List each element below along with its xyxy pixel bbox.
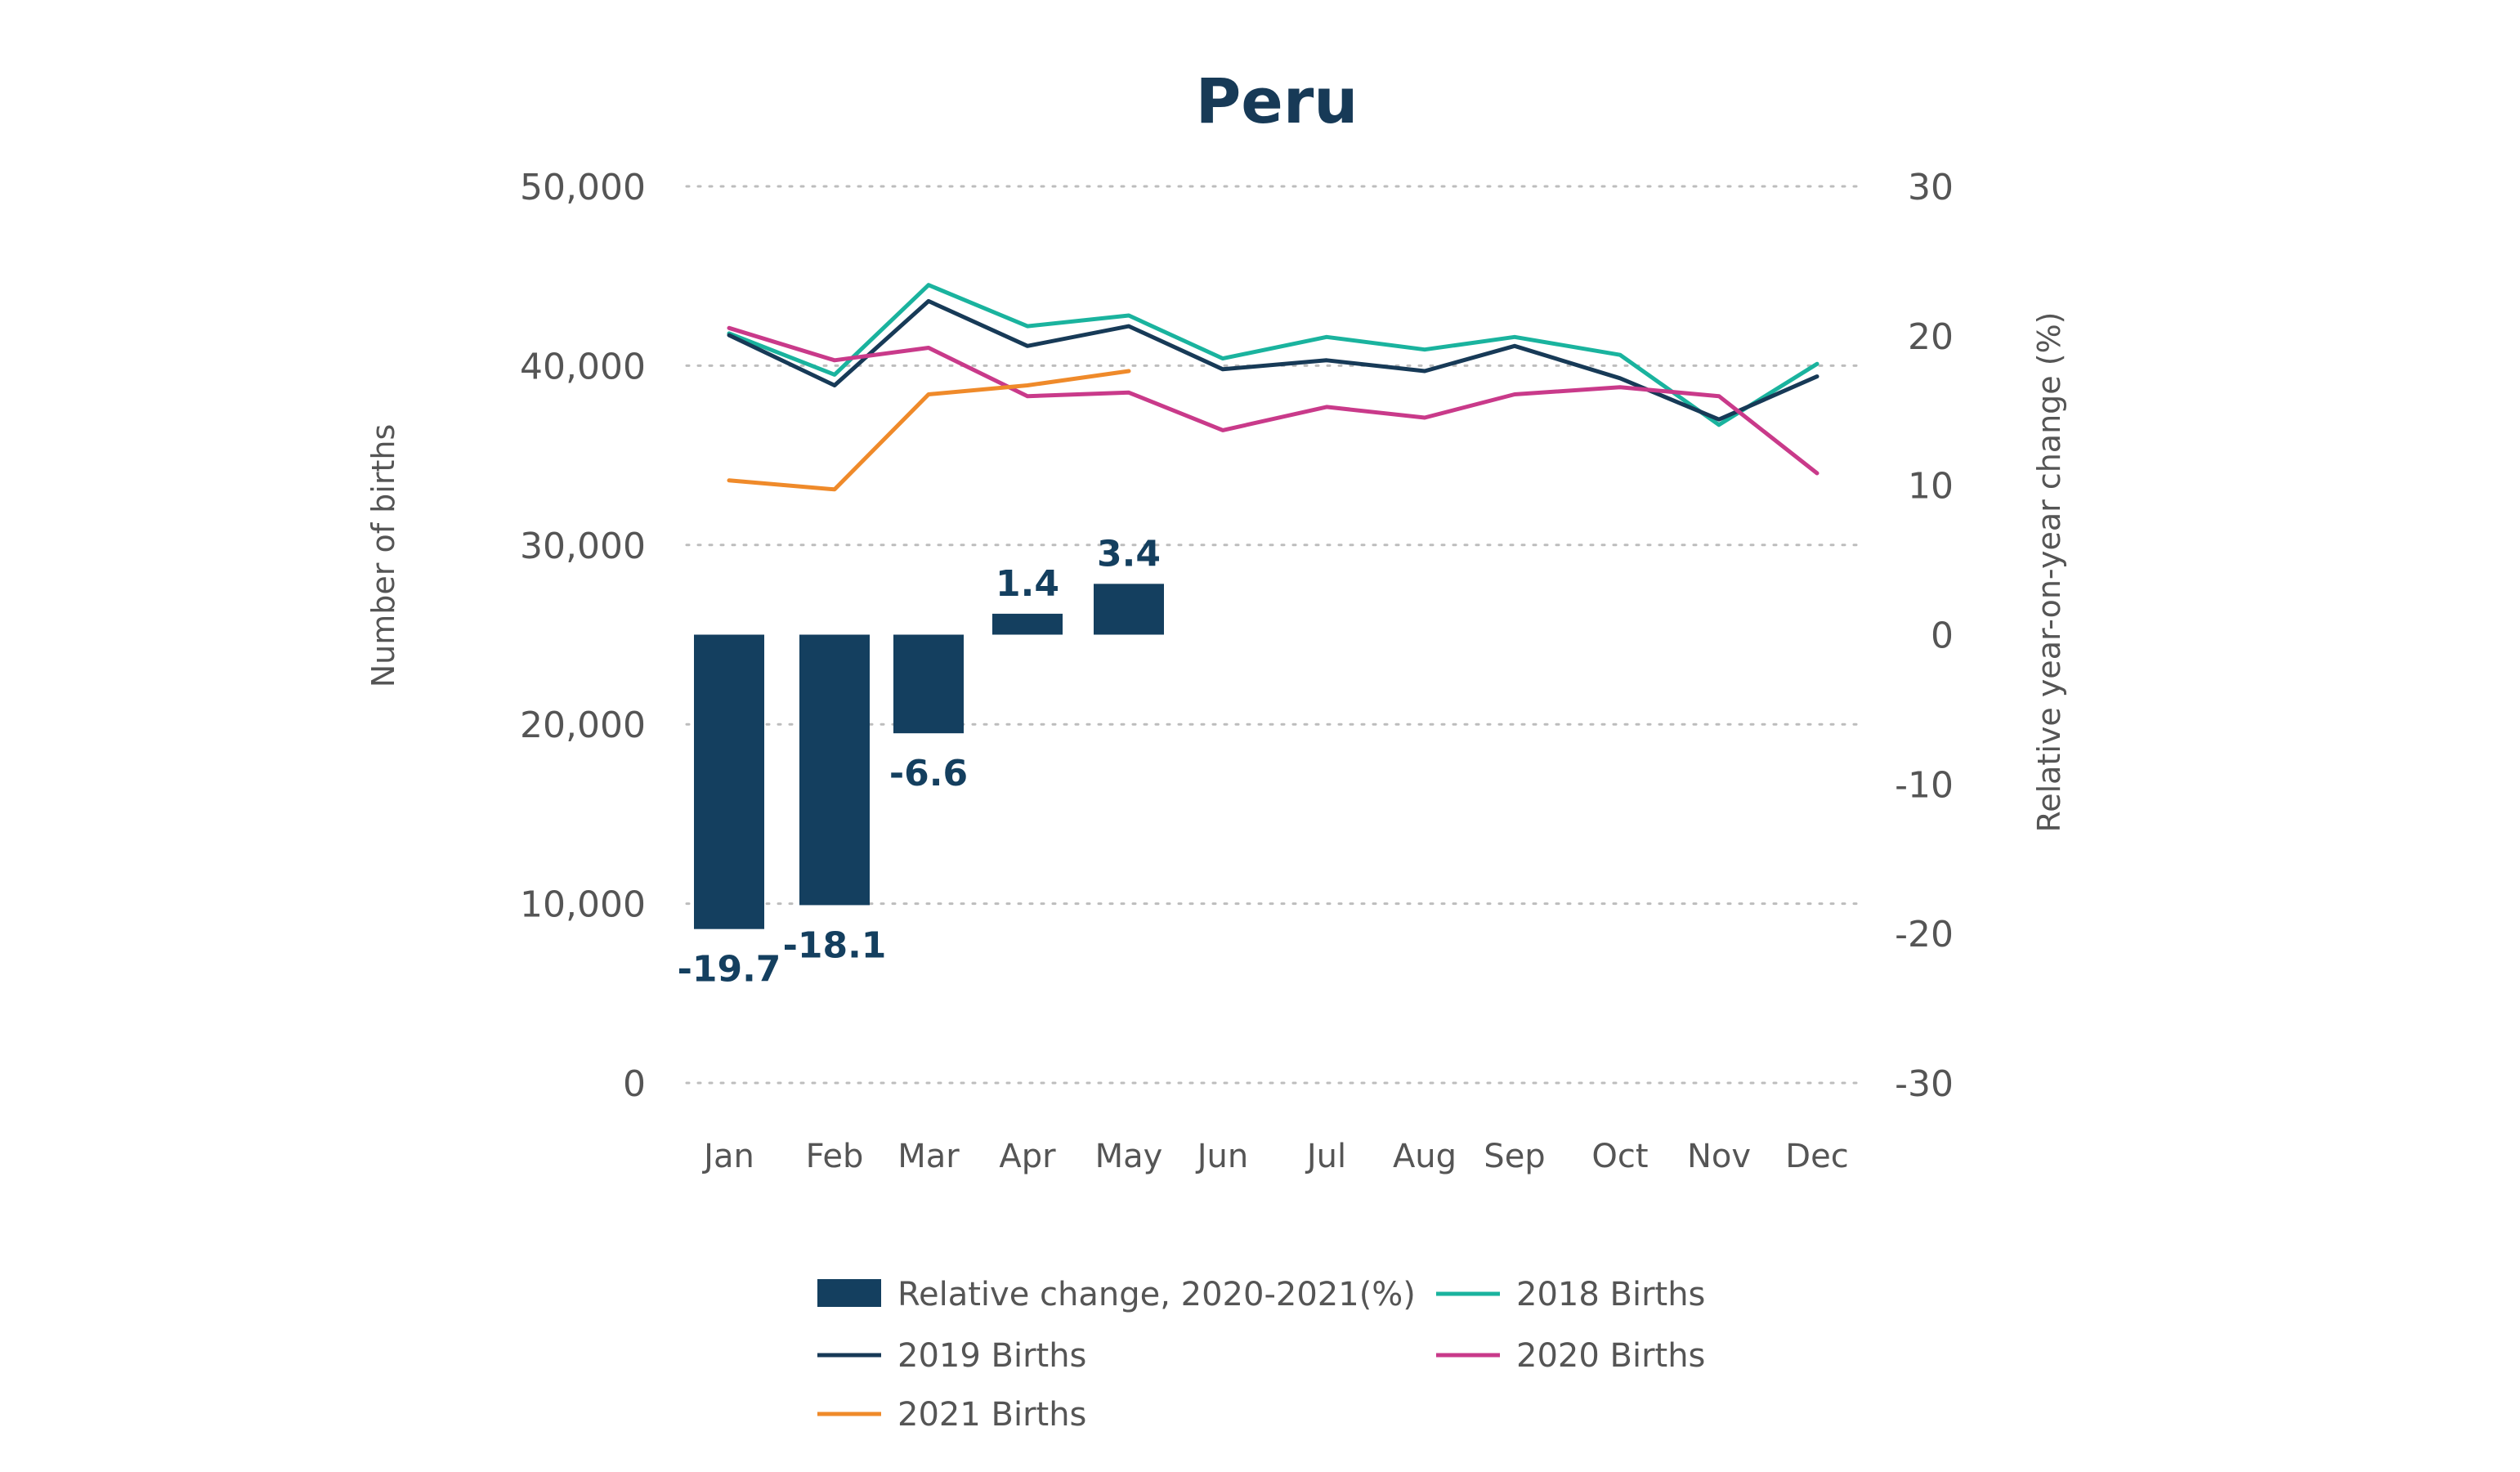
x-tick-sep: Sep [1484,1138,1545,1175]
legend-item-relative-change-2020-2021: Relative change, 2020-2021(%) [817,1276,1416,1313]
legend-item-2018-births: 2018 Births [1436,1276,1705,1313]
bars-layer: -19.7-18.1 -6.6 1.4 3.4 [678,533,1164,991]
right-tick-30: -30 [1895,1063,1954,1105]
x-tick-oct: Oct [1591,1138,1648,1175]
left-axis-label: Number of births [365,424,401,688]
x-tick-aug: Aug [1393,1138,1457,1175]
bar-label-mar: -6.6 [889,753,968,794]
series-line-2020-births [727,325,1820,476]
right-tick-20: 20 [1908,316,1954,358]
right-tick-10: 10 [1908,466,1954,508]
legend-label-2018-births: 2018 Births [1516,1276,1705,1313]
left-tick-40-000: 40,000 [520,346,646,387]
right-axis-ticks: -30 -20 -10 0 10 20 30 [1895,167,1954,1105]
right-tick-30: 30 [1908,167,1954,208]
left-axis-ticks: 0 10,000 20,000 30,000 40,000 50,000 [520,167,646,1105]
series-line-2021-births [727,369,1131,492]
x-tick-jun: Jun [1195,1138,1249,1175]
right-tick-0: 0 [1931,615,1954,657]
legend-item-2019-births: 2019 Births [817,1337,1086,1375]
bar-label-feb: -18.1 [783,924,887,966]
right-axis-label: Relative year-on-year change (%) [2031,311,2067,832]
chart-title: Peru [1196,65,1358,137]
bar-mar [893,634,964,734]
left-tick-20-000: 20,000 [520,705,646,746]
x-tick-may: May [1095,1138,1163,1175]
right-tick-10: -10 [1895,764,1954,806]
x-tick-apr: Apr [999,1138,1056,1175]
legend-item-2020-births: 2020 Births [1436,1337,1705,1375]
legend-label-2021-births: 2021 Births [897,1396,1086,1434]
bar-label-jan: -19.7 [678,949,781,991]
bar-apr [992,613,1063,635]
left-tick-50-000: 50,000 [520,167,646,208]
x-tick-jan: Jan [701,1138,754,1175]
right-tick-20: -20 [1895,914,1954,955]
legend-item-2021-births: 2021 Births [817,1396,1086,1434]
bar-feb [799,634,870,906]
legend: Relative change, 2020-2021(%) 2018 Births… [817,1276,1705,1434]
series-line-2018-births [727,283,1820,427]
left-tick-10-000: 10,000 [520,884,646,926]
x-tick-nov: Nov [1687,1138,1751,1175]
bar-may [1094,584,1164,635]
x-tick-jul: Jul [1305,1138,1346,1175]
legend-label-2020-births: 2020 Births [1516,1337,1705,1375]
series-line-2019-births [727,298,1820,422]
x-axis-ticks: Jan Feb Mar Apr May Jun Jul Aug Sep Oct Nov Dec [701,1138,1849,1175]
lines-layer [727,283,1820,492]
x-tick-mar: Mar [897,1138,960,1175]
x-tick-dec: Dec [1785,1138,1848,1175]
x-tick-feb: Feb [806,1138,864,1175]
legend-label-relative-change-2020-2021: Relative change, 2020-2021(%) [897,1276,1416,1313]
legend-swatch-relative-change-2020-2021 [817,1279,881,1307]
bar-jan [694,634,764,929]
bar-label-apr: 1.4 [996,563,1059,605]
left-tick-0: 0 [623,1063,646,1105]
left-tick-30-000: 30,000 [520,526,646,567]
legend-label-2019-births: 2019 Births [897,1337,1086,1375]
bar-label-may: 3.4 [1097,533,1161,575]
